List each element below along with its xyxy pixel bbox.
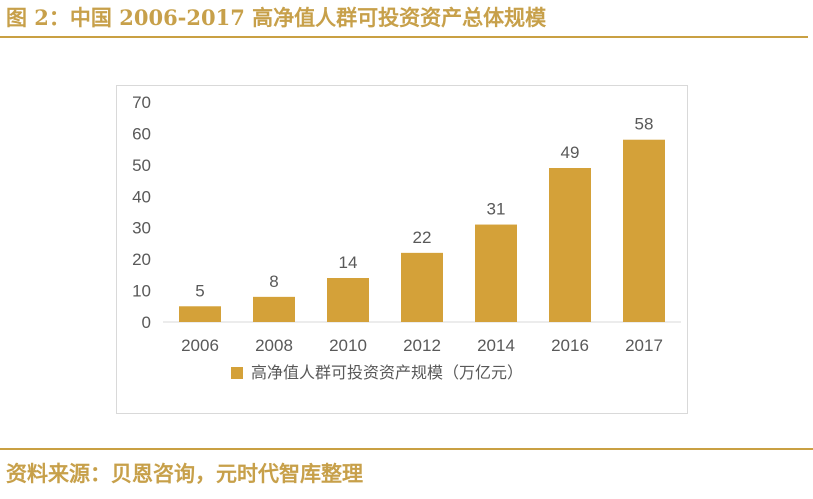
data-label: 58: [635, 115, 654, 134]
bar: [253, 296, 295, 322]
bar-chart: 0 10 20 30 40 50 60 70 5 2006 8 2008 14 2010 22 2012 31 2…: [132, 93, 681, 382]
bar: [401, 252, 443, 322]
y-tick-label: 70: [132, 93, 151, 112]
data-label: 5: [195, 281, 204, 300]
chart-frame: 0 10 20 30 40 50 60 70 5 2006 8 2008 14 2010 22 2012 31 2…: [116, 85, 688, 414]
bar: [549, 168, 591, 322]
bar: [179, 306, 221, 322]
legend-label: 高净值人群可投资资产规模（万亿元）: [251, 363, 523, 382]
data-label: 31: [487, 200, 506, 219]
x-tick-label: 2012: [403, 336, 441, 355]
y-tick-label: 10: [132, 282, 151, 301]
x-tick-label: 2006: [181, 336, 219, 355]
data-label: 22: [413, 228, 432, 247]
data-label: 14: [339, 253, 358, 272]
bar: [623, 139, 665, 322]
bar: [327, 278, 369, 322]
figure-title: 图 2：中国 2006-2017 高净值人群可投资资产总体规模: [6, 5, 547, 30]
y-tick-label: 0: [142, 313, 151, 332]
x-tick-label: 2008: [255, 336, 293, 355]
x-tick-label: 2010: [329, 336, 367, 355]
data-label: 8: [269, 272, 278, 291]
top-divider: [0, 36, 808, 38]
bar: [475, 224, 517, 322]
y-tick-label: 30: [132, 219, 151, 238]
data-label: 49: [561, 143, 580, 162]
x-tick-label: 2017: [625, 336, 663, 355]
y-tick-label: 40: [132, 187, 151, 206]
x-tick-label: 2016: [551, 336, 589, 355]
legend-swatch: [231, 367, 243, 379]
y-tick-label: 60: [132, 124, 151, 143]
y-tick-label: 50: [132, 156, 151, 175]
x-tick-label: 2014: [477, 336, 515, 355]
figure-source: 资料来源：贝恩咨询，元时代智库整理: [6, 461, 363, 486]
y-tick-label: 20: [132, 250, 151, 269]
bottom-divider: [0, 448, 813, 450]
